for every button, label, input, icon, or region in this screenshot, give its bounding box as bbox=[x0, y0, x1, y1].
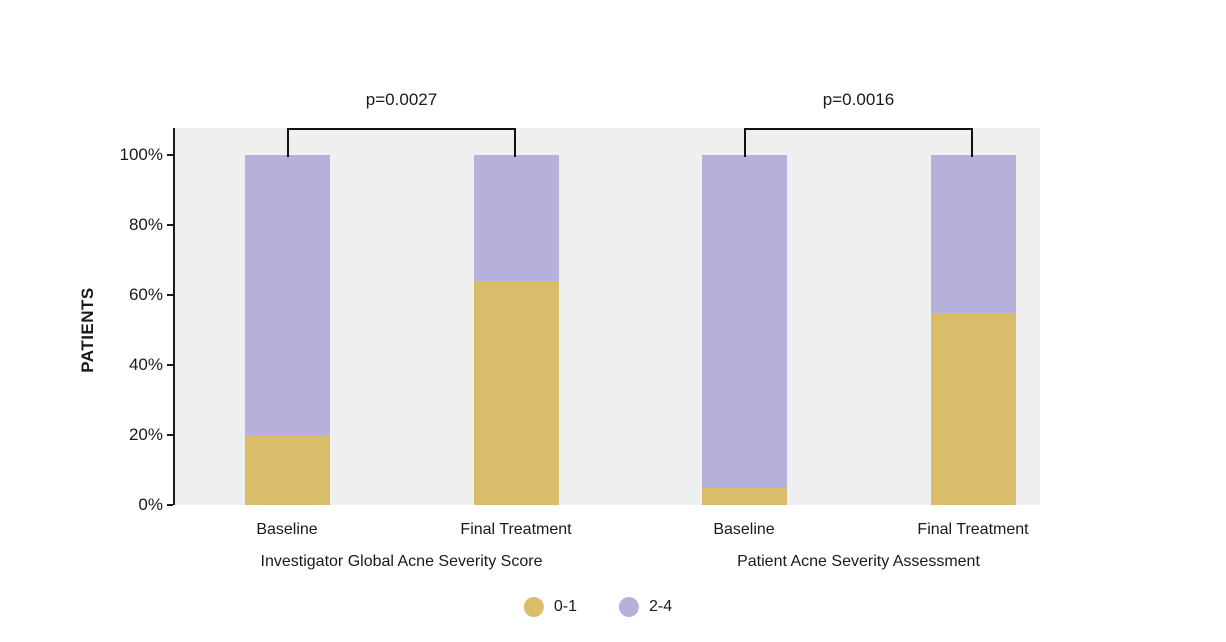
bar-baseline bbox=[701, 155, 787, 505]
y-tick-mark bbox=[167, 434, 173, 436]
bar-segment-2-4 bbox=[473, 155, 559, 281]
legend-label: 0-1 bbox=[553, 598, 577, 615]
legend: 0-1 2-4 bbox=[523, 597, 672, 617]
y-tick-mark bbox=[167, 154, 173, 156]
x-axis-label: Baseline bbox=[713, 521, 775, 538]
bar-segment-2-4 bbox=[930, 155, 1016, 313]
group-label: Investigator Global Acne Severity Score bbox=[260, 553, 543, 570]
p-value-label: p=0.0016 bbox=[822, 90, 895, 109]
y-tick-label: 40% bbox=[128, 355, 163, 374]
y-tick-label: 20% bbox=[128, 425, 163, 444]
y-tick-mark bbox=[167, 504, 173, 506]
bar-final-treatment bbox=[930, 155, 1016, 505]
x-axis-label: Final Treatment bbox=[917, 521, 1029, 538]
legend-swatch-0-1 bbox=[523, 597, 544, 617]
bar-segment-0-1 bbox=[244, 435, 330, 505]
p-value-bracket bbox=[287, 128, 516, 157]
p-value-label: p=0.0027 bbox=[365, 90, 438, 109]
group-label: Patient Acne Severity Assessment bbox=[737, 553, 980, 570]
y-tick-label: 0% bbox=[138, 495, 163, 514]
x-axis-label: Baseline bbox=[256, 521, 318, 538]
y-axis-title: PATIENTS bbox=[78, 287, 97, 373]
p-value-bracket bbox=[744, 128, 973, 157]
y-tick-mark bbox=[167, 224, 173, 226]
legend-item-0-1: 0-1 bbox=[523, 597, 577, 617]
legend-swatch-2-4 bbox=[619, 597, 639, 617]
y-tick-label: 100% bbox=[119, 145, 163, 164]
bar-baseline bbox=[244, 155, 330, 505]
bar-segment-2-4 bbox=[701, 155, 787, 488]
x-axis-label: Final Treatment bbox=[460, 521, 572, 538]
y-tick-mark bbox=[167, 364, 173, 366]
bar-segment-0-1 bbox=[930, 312, 1016, 505]
legend-label: 2-4 bbox=[649, 598, 673, 615]
bar-segment-2-4 bbox=[244, 155, 330, 435]
bar-segment-0-1 bbox=[701, 487, 787, 505]
y-axis-line bbox=[173, 128, 175, 505]
y-tick-mark bbox=[167, 294, 173, 296]
y-tick-label: 80% bbox=[128, 215, 163, 234]
y-tick-label: 60% bbox=[128, 285, 163, 304]
legend-item-2-4: 2-4 bbox=[619, 597, 672, 617]
bar-segment-0-1 bbox=[473, 281, 559, 505]
bar-final-treatment bbox=[473, 155, 559, 505]
